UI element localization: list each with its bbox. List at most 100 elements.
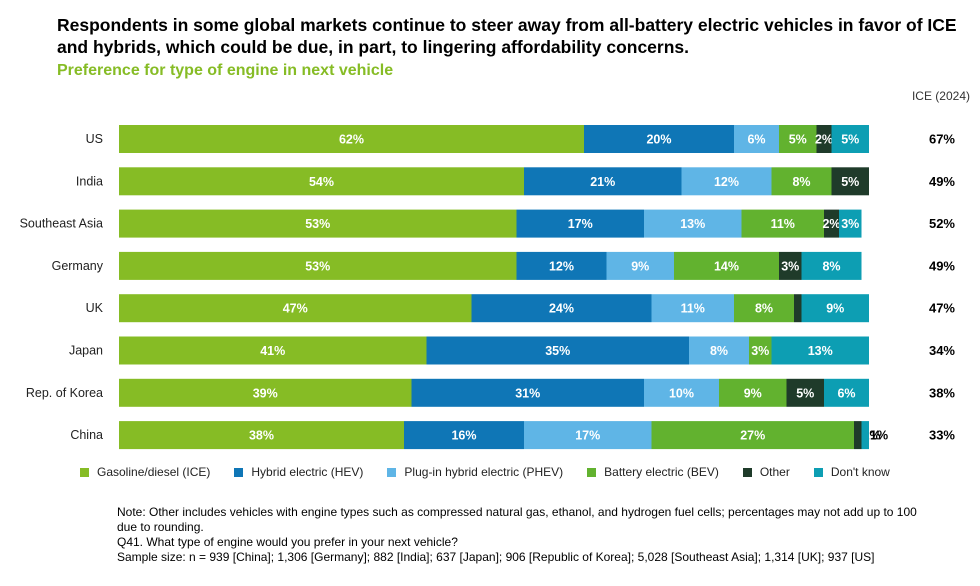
data-label-us-s2: 6% [747,133,765,147]
question-text: Q41. What type of engine would you prefe… [117,535,458,549]
legend-swatch-phev [387,467,397,477]
category-label-china: China [70,428,103,442]
data-label-us-s1: 20% [646,133,671,147]
legend-item-dont-know: Don't know [813,465,890,479]
bar-uk-s3 [734,294,794,323]
note-text: Note: Other includes vehicles with engin… [117,505,917,534]
bar-china-s2 [524,421,652,450]
ice-2024-value-uk: 47% [929,301,955,316]
bar-uk-s1 [471,294,652,323]
data-label-rep-of-korea-s2: 10% [669,386,694,400]
chart-subtitle: Preference for type of engine in next ve… [57,62,394,79]
data-label-rep-of-korea-s3: 9% [744,386,762,400]
bar-us-s4 [816,125,832,153]
legend-label-ice: Gasoline/diesel (ICE) [97,465,211,479]
bar-uk-s0 [119,294,472,323]
bar-germany-s2 [606,251,674,280]
category-label-india: India [76,174,103,188]
data-label-rep-of-korea-s0: 39% [253,386,278,400]
bar-southeast-asia-s4 [824,209,839,238]
ice-2024-value-japan: 34% [929,343,955,358]
data-label-india-s4: 5% [841,175,859,189]
bar-japan-s5 [771,336,869,365]
legend-swatch-hev [234,467,244,477]
data-label-uk-s5: 9% [826,302,844,316]
ice-2024-value-us: 67% [929,132,955,147]
data-label-southeast-asia-s5: 3% [841,217,859,231]
bar-japan-s0 [119,336,427,365]
bar-japan-s2 [689,336,749,365]
data-label-uk-s3: 8% [755,302,773,316]
bar-india-s4 [831,167,869,196]
headline: Respondents in some global markets conti… [57,15,957,57]
data-label-southeast-asia-s0: 53% [305,217,330,231]
data-label-southeast-asia-s3: 11% [771,217,795,231]
data-label-rep-of-korea-s1: 31% [515,386,540,400]
category-label-rep-of-korea: Rep. of Korea [26,386,103,400]
category-label-japan: Japan [69,344,103,358]
data-label-germany-s2: 9% [631,259,649,273]
bar-rep-of-korea-s0 [119,378,412,407]
bar-rep-of-korea-s2 [644,378,719,407]
bar-rep-of-korea-s4 [786,378,824,407]
legend-label-other: Other [759,465,790,479]
stacked-bar-chart: ICE (2024) US 62% 20% 6% 5% 2% 5% 67% India 54% 21%… [20,89,970,450]
legend-label-bev: Battery electric (BEV) [604,465,719,479]
data-label-japan-s5: 13% [808,344,833,358]
legend-swatch-dont-know [813,467,823,477]
data-label-southeast-asia-s2: 13% [680,217,705,231]
category-label-uk: UK [86,301,104,315]
legend-item-other: Other [742,465,790,479]
data-label-rep-of-korea-s4: 5% [796,386,814,400]
bar-china-s3 [651,421,854,450]
data-label-southeast-asia-s1: 17% [568,217,593,231]
bar-germany-s1 [516,251,607,280]
legend-swatch-ice [80,467,89,477]
bar-us-s2 [734,125,779,153]
ice-2024-value-rep-of-korea: 38% [929,385,955,400]
data-label-japan-s2: 8% [710,344,728,358]
data-label-southeast-asia-s4: 2% [822,217,840,231]
data-label-india-s0: 54% [309,175,334,189]
data-label-rep-of-korea-s5: 6% [837,386,855,400]
category-label-germany: Germany [52,259,104,273]
data-label-india-s1: 21% [590,175,615,189]
bar-germany-s5 [801,251,862,280]
legend-label-phev: Plug-in hybrid electric (PHEV) [404,465,564,479]
bar-china-s5 [861,421,869,450]
ice-2024-header: ICE (2024) [912,89,970,103]
data-label-uk-s1: 24% [549,302,574,316]
bar-us-s5 [831,125,869,153]
legend-swatch-other [742,467,752,477]
data-label-us-s0: 62% [339,133,364,147]
ice-2024-value-china: 33% [929,428,955,443]
category-label-southeast-asia: Southeast Asia [20,217,103,231]
bar-southeast-asia-s2 [644,209,742,238]
bar-southeast-asia-s5 [839,209,862,238]
data-label-germany-s4: 3% [781,259,799,273]
sample-size-text: Sample size: n = 939 [China]; 1,306 [Ger… [117,550,875,564]
legend: Gasoline/diesel (ICE) Hybrid electric (H… [80,465,914,479]
bar-india-s3 [771,167,832,196]
bar-rep-of-korea-s1 [411,378,644,407]
bar-uk-s4 [794,294,802,323]
data-label-india-s2: 12% [714,175,739,189]
bar-japan-s1 [426,336,689,365]
data-label-china-s0: 38% [249,429,274,443]
bar-india-s1 [524,167,682,196]
bar-germany-s0 [119,251,517,280]
legend-item-ice: Gasoline/diesel (ICE) [80,465,210,479]
bar-india-s0 [119,167,524,196]
bar-china-s0 [119,421,404,450]
bar-germany-s3 [674,251,779,280]
bar-rep-of-korea-s5 [824,378,869,407]
data-label-china-s3: 27% [740,429,765,443]
data-label-japan-s1: 35% [545,344,570,358]
data-label-india-s3: 8% [792,175,810,189]
legend-item-phev: Plug-in hybrid electric (PHEV) [387,465,563,479]
data-label-uk-s2: 11% [681,302,705,316]
data-label-china-s1: 16% [451,429,476,443]
legend-item-bev: Battery electric (BEV) [587,465,719,479]
data-label-us-s4: 2% [815,133,833,147]
data-label-japan-s3: 3% [751,344,769,358]
